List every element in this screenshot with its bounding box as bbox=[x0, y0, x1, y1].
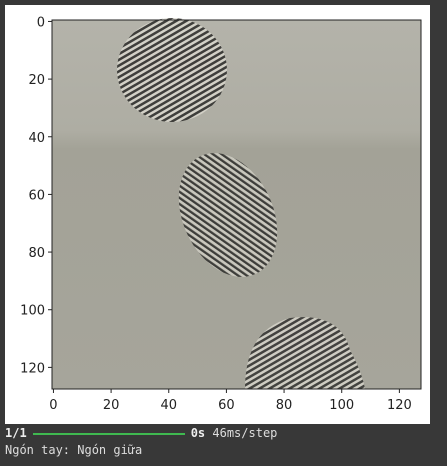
axes-frame bbox=[51, 19, 422, 390]
y-tick-label: 100 bbox=[20, 304, 45, 319]
progress-line: 1/1 0s 46ms/step bbox=[5, 426, 277, 440]
x-tick-label: 80 bbox=[276, 398, 293, 413]
y-tick-label: 0 bbox=[37, 15, 45, 30]
x-tick-label: 120 bbox=[387, 398, 412, 413]
x-tick-label: 60 bbox=[218, 398, 235, 413]
fingerprint-blob bbox=[117, 18, 227, 122]
progress-count: 1/1 bbox=[5, 426, 27, 440]
result-line: Ngón tay: Ngón giữa bbox=[5, 443, 143, 457]
x-tick-label: 0 bbox=[49, 398, 57, 413]
y-tick-label: 20 bbox=[28, 73, 45, 88]
fingerprint-blob bbox=[178, 153, 278, 277]
x-tick-label: 40 bbox=[160, 398, 177, 413]
fingerprint-blob bbox=[245, 317, 365, 389]
y-tick-label: 40 bbox=[28, 131, 45, 146]
progress-bar bbox=[32, 432, 185, 435]
x-tick-label: 100 bbox=[329, 398, 354, 413]
y-tick-label: 120 bbox=[20, 361, 45, 376]
y-tick-label: 80 bbox=[28, 246, 45, 261]
figure: 0 20 40 60 80 100 120 0 20 40 60 80 100 120 bbox=[5, 5, 430, 424]
y-tick-label: 60 bbox=[28, 188, 45, 203]
timing: 0s bbox=[190, 426, 206, 440]
x-tick-label: 20 bbox=[103, 398, 120, 413]
step-time: 46ms/step bbox=[212, 426, 278, 440]
